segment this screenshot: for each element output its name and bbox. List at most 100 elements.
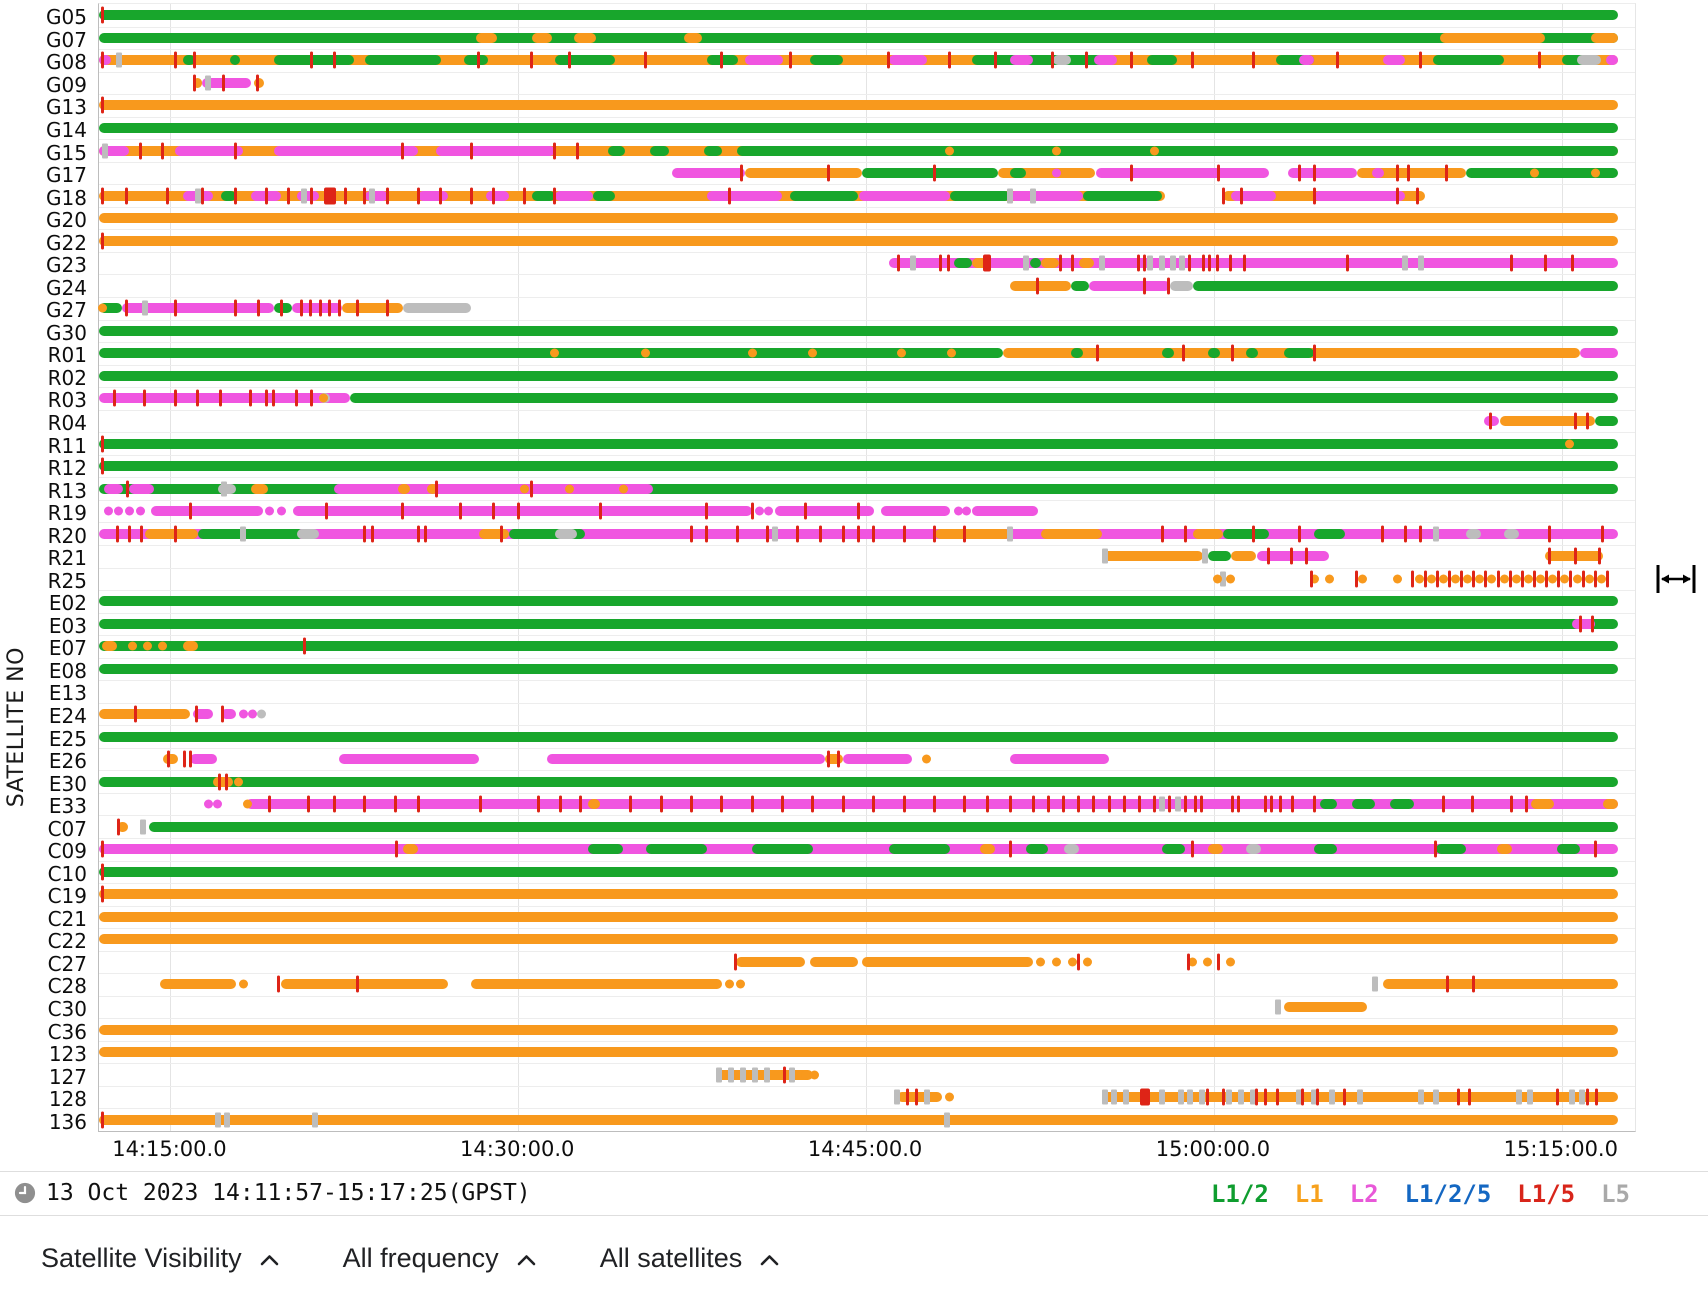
band-dot-R25 <box>1548 574 1558 584</box>
band-segment-R19 <box>150 506 263 517</box>
l15-tick-R20 <box>1381 525 1385 543</box>
band-segment-G24 <box>1010 280 1072 291</box>
l15-tick-E26 <box>182 750 186 768</box>
chevron-up-icon <box>260 1254 278 1265</box>
l15-tick-136 <box>100 1111 104 1129</box>
band-segment-C09 <box>1025 844 1049 855</box>
band-segment-R01 <box>1245 348 1258 359</box>
band-dot-E33 <box>243 799 253 809</box>
band-dot-C27 <box>1188 957 1198 967</box>
row-label-C27: C27 <box>47 951 87 976</box>
row-gridline <box>99 657 1635 659</box>
row-gridline <box>99 1085 1635 1087</box>
band-segment-R20 <box>296 528 320 539</box>
band-dot-R13 <box>565 484 575 494</box>
band-segment-G17 <box>671 168 745 179</box>
band-dot-R25 <box>1393 574 1403 584</box>
band-segment-G07 <box>1590 32 1618 43</box>
l15-tick-G09 <box>193 74 197 92</box>
band-segment-G23 <box>983 254 991 272</box>
band-segment-R13 <box>334 483 654 494</box>
l15-tick-G17 <box>1396 164 1400 182</box>
satellite-filter-dropdown[interactable]: All satellites <box>600 1243 780 1274</box>
band-segment-G08 <box>99 55 112 66</box>
l15-tick-G23 <box>1242 254 1246 272</box>
l15-tick-G08 <box>193 51 197 69</box>
l15-tick-E33 <box>1092 795 1096 813</box>
legend-item-L1: L1 <box>1294 1179 1324 1208</box>
l15-tick-G17 <box>1312 164 1316 182</box>
row-gridline <box>99 1108 1635 1110</box>
l15-tick-R21 <box>1548 547 1552 565</box>
l5-tick-R13 <box>220 481 227 497</box>
band-segment-R01 <box>1580 348 1618 359</box>
l15-tick-E33 <box>1194 795 1198 813</box>
l15-tick-G18 <box>287 187 291 205</box>
row-label-C22: C22 <box>47 929 87 954</box>
band-segment-G24 <box>1071 280 1090 291</box>
l5-tick-G23 <box>1417 255 1424 271</box>
band-segment-E33 <box>1390 799 1415 810</box>
band-dot-R25 <box>1358 574 1368 584</box>
band-segment-R01 <box>1071 348 1084 359</box>
time-tick-label: 15:00:00.0 <box>1155 1137 1271 1161</box>
l5-tick-128 <box>1516 1089 1523 1105</box>
l15-tick-R20 <box>1297 525 1301 543</box>
l15-tick-128 <box>1141 1088 1145 1106</box>
band-segment-E30 <box>99 776 1618 787</box>
l5-tick-128 <box>1526 1089 1533 1105</box>
l15-tick-R21 <box>1574 547 1577 565</box>
band-dot-R01 <box>550 348 560 358</box>
band-segment-G17 <box>744 168 862 179</box>
l15-tick-E33 <box>478 795 482 813</box>
l15-tick-G23 <box>946 254 950 272</box>
band-segment-G18 <box>323 187 336 205</box>
l15-tick-E33 <box>393 795 397 813</box>
row-gridline <box>99 747 1635 749</box>
resize-handle-icon[interactable] <box>1655 562 1697 596</box>
band-segment-G07 <box>99 32 1618 43</box>
l15-tick-R20 <box>1251 525 1255 543</box>
band-dot-R25 <box>1414 574 1424 584</box>
band-segment-C09 <box>1314 844 1337 855</box>
band-segment-C09 <box>752 844 813 855</box>
band-segment-G27 <box>342 303 403 314</box>
band-segment-G08 <box>1010 55 1034 66</box>
l15-tick-R04 <box>1488 412 1492 430</box>
l15-tick-G08 <box>887 51 891 69</box>
l15-tick-R20 <box>841 525 845 543</box>
band-segment-G08 <box>1577 55 1602 66</box>
band-segment-G17 <box>998 168 1096 179</box>
l15-tick-E24 <box>134 705 137 723</box>
band-segment-128 <box>1139 1088 1151 1106</box>
time-tick-label: 14:45:00.0 <box>807 1137 923 1161</box>
l15-tick-E30 <box>217 773 221 791</box>
band-segment-E26 <box>190 754 218 765</box>
l15-tick-R19 <box>705 502 709 520</box>
l15-tick-R25 <box>1411 570 1415 588</box>
band-segment-E24 <box>220 709 236 719</box>
band-dot-G27 <box>97 303 107 313</box>
l15-tick-E26 <box>188 750 192 768</box>
l15-tick-128 <box>1457 1088 1460 1106</box>
frequency-filter-dropdown[interactable]: All frequency <box>343 1243 536 1274</box>
l15-tick-R20 <box>819 525 822 543</box>
band-segment-G18 <box>486 190 510 201</box>
band-dot-E07 <box>127 641 137 651</box>
l15-tick-G18 <box>343 187 347 205</box>
band-segment-R21 <box>1230 551 1257 562</box>
band-dot-R25 <box>1584 574 1594 584</box>
l15-tick-128 <box>1255 1088 1258 1106</box>
satellite-visibility-dropdown[interactable]: Satellite Visibility <box>41 1243 279 1274</box>
l15-tick-E24 <box>220 705 224 723</box>
l5-tick-G23 <box>1179 255 1185 271</box>
status-bar: 13 Oct 2023 14:11:57-15:17:25(GPST) L1/2… <box>0 1172 1708 1215</box>
band-dot-R19 <box>264 506 274 516</box>
band-segment-G08 <box>1432 55 1505 66</box>
l15-tick-R20 <box>735 525 739 543</box>
l15-tick-R01 <box>1312 344 1316 362</box>
band-segment-C09 <box>1207 844 1224 855</box>
band-dot-C27 <box>1203 957 1213 967</box>
band-dot-R19 <box>124 506 134 516</box>
band-segment-G18 <box>858 190 950 201</box>
